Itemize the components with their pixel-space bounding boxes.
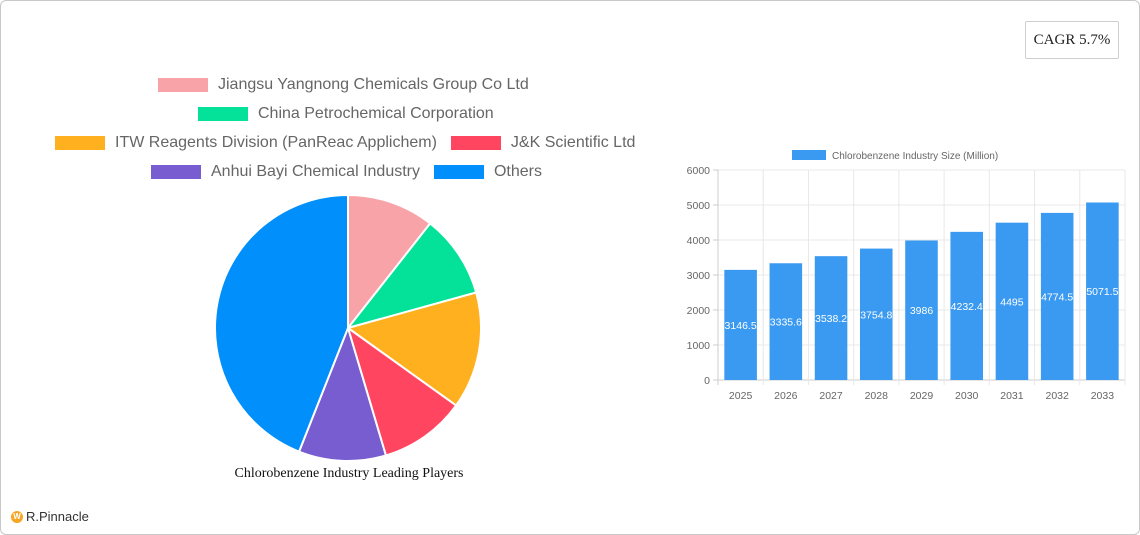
pie-chart-title: Chlorobenzene Industry Leading Players xyxy=(234,466,464,481)
svg-text:2029: 2029 xyxy=(910,390,934,402)
legend-item-anhui-bayi[interactable]: Anhui Bayi Chemical Industry xyxy=(151,163,420,181)
svg-text:2025: 2025 xyxy=(729,390,753,402)
pie-slice[interactable] xyxy=(297,324,388,462)
pie-chart xyxy=(214,193,484,469)
svg-text:2030: 2030 xyxy=(955,390,979,402)
pie-slice[interactable] xyxy=(347,193,432,331)
svg-text:2032: 2032 xyxy=(1045,390,1069,402)
bar[interactable] xyxy=(814,256,848,380)
bar[interactable] xyxy=(1086,202,1119,380)
legend-label: Anhui Bayi Chemical Industry xyxy=(211,163,420,180)
bar[interactable] xyxy=(950,231,984,380)
svg-text:3335.6: 3335.6 xyxy=(770,317,802,329)
legend-label: Jiangsu Yangnong Chemicals Group Co Ltd xyxy=(218,76,529,93)
legend-swatch xyxy=(450,136,501,150)
svg-text:2027: 2027 xyxy=(819,390,843,402)
legend-label: ITW Reagents Division (PanReac Applichem… xyxy=(115,134,437,151)
bar[interactable] xyxy=(995,222,1029,380)
svg-text:3000: 3000 xyxy=(687,270,711,282)
pie-legend-row-4: Anhui Bayi Chemical Industry Others xyxy=(151,163,556,181)
svg-text:6000: 6000 xyxy=(687,165,711,177)
svg-text:4495: 4495 xyxy=(1000,296,1024,308)
bar-chart-svg: Chlorobenzene Industry Size (Million) 0 10… xyxy=(687,150,1126,402)
legend-swatch xyxy=(158,78,208,92)
svg-text:3146.5: 3146.5 xyxy=(725,320,757,332)
svg-text:3986: 3986 xyxy=(910,305,934,317)
legend-label: China Petrochemical Corporation xyxy=(258,105,494,122)
pie-slice[interactable] xyxy=(346,325,458,457)
svg-text:4232.4: 4232.4 xyxy=(951,301,983,313)
pie-chart-svg xyxy=(214,193,482,462)
svg-text:3538.2: 3538.2 xyxy=(815,313,847,325)
legend-swatch xyxy=(198,107,248,121)
svg-text:4774.5: 4774.5 xyxy=(1041,291,1073,303)
svg-text:5000: 5000 xyxy=(687,200,711,212)
legend-item-itw-reagents[interactable]: ITW Reagents Division (PanReac Applichem… xyxy=(55,134,437,152)
svg-text:2031: 2031 xyxy=(1000,390,1024,402)
legend-item-jk-scientific[interactable]: J&K Scientific Ltd xyxy=(450,134,636,152)
svg-text:3754.8: 3754.8 xyxy=(860,309,892,321)
brand-icon: W xyxy=(11,510,23,523)
legend-item-others[interactable]: Others xyxy=(433,163,542,181)
svg-text:2033: 2033 xyxy=(1091,390,1115,402)
svg-text:2028: 2028 xyxy=(865,390,889,402)
legend-item-jiangsu[interactable]: Jiangsu Yangnong Chemicals Group Co Ltd xyxy=(158,76,529,94)
bar[interactable] xyxy=(859,248,893,380)
svg-text:2000: 2000 xyxy=(687,305,711,317)
svg-text:1000: 1000 xyxy=(687,340,711,352)
bar[interactable] xyxy=(1040,212,1074,380)
bar[interactable] xyxy=(905,240,938,380)
bar-legend[interactable]: Chlorobenzene Industry Size (Million) xyxy=(792,150,998,162)
pie-legend-row-2: China Petrochemical Corporation xyxy=(198,105,508,123)
legend-swatch xyxy=(55,136,105,150)
brand-name: R.Pinnacle xyxy=(26,509,89,524)
pie-slice[interactable] xyxy=(214,193,349,453)
pie-legend-row-1: Jiangsu Yangnong Chemicals Group Co Ltd xyxy=(158,76,543,94)
svg-text:Chlorobenzene Industry Size (M: Chlorobenzene Industry Size (Million) xyxy=(832,151,998,162)
svg-text:2026: 2026 xyxy=(774,390,798,402)
cagr-badge: CAGR 5.7% xyxy=(1025,21,1119,59)
bar-chart: Chlorobenzene Industry Size (Million) 0 10… xyxy=(670,140,1130,415)
svg-text:0: 0 xyxy=(704,375,710,387)
legend-swatch xyxy=(433,165,484,179)
bar[interactable] xyxy=(769,263,803,380)
svg-text:4000: 4000 xyxy=(687,235,711,247)
brand-logo: W R.Pinnacle xyxy=(11,509,89,524)
legend-swatch xyxy=(151,165,201,179)
pie-slice[interactable] xyxy=(345,291,482,407)
svg-text:5071.5: 5071.5 xyxy=(1086,286,1118,298)
cagr-label: CAGR 5.7% xyxy=(1033,31,1111,48)
bar[interactable] xyxy=(724,269,757,380)
legend-label: Others xyxy=(493,163,542,180)
legend-label: J&K Scientific Ltd xyxy=(510,134,636,151)
pie-slice[interactable] xyxy=(345,222,478,330)
legend-item-china-petrochemical[interactable]: China Petrochemical Corporation xyxy=(198,105,494,123)
pie-legend-row-3: ITW Reagents Division (PanReac Applichem… xyxy=(55,134,649,152)
